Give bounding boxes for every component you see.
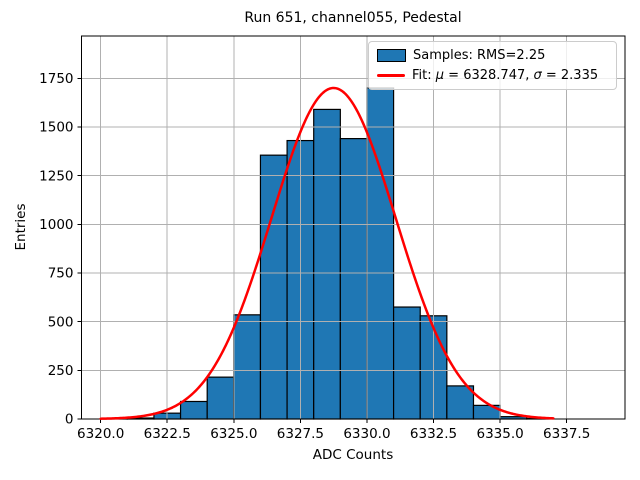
legend-label-fit: Fit: μ = 6328.747, σ = 2.335 (412, 68, 598, 83)
fit-curve (99, 86, 555, 420)
histogram-bar (392, 306, 421, 420)
y-axis-label: Entries (13, 203, 29, 251)
x-tick-label: 6327.5 (277, 426, 324, 442)
y-tick-label: 1250 (39, 168, 73, 184)
histogram-bar (233, 314, 262, 420)
histogram-bar (366, 87, 395, 420)
y-tick-label: 0 (65, 412, 74, 428)
axes-frame (81, 35, 626, 420)
x-tick-label: 6322.5 (144, 426, 191, 442)
fit-line-swatch (377, 73, 405, 77)
chart-title: Run 651, channel055, Pedestal (244, 10, 462, 26)
legend-entry-fit: Fit: μ = 6328.747, σ = 2.335 (377, 68, 612, 83)
y-tick-label: 1500 (39, 120, 73, 136)
y-tick-label: 1750 (39, 71, 73, 87)
x-tick-label: 6320.0 (77, 426, 124, 442)
fit-label-prefix: Fit: (412, 67, 436, 83)
mu-symbol: μ (435, 67, 445, 83)
histogram-bar (313, 108, 341, 420)
histogram-bar (259, 154, 288, 420)
histogram-swatch (377, 49, 406, 63)
x-tick-label: 6337.5 (543, 426, 590, 442)
x-tick-label: 6330.0 (343, 426, 390, 442)
legend-label-samples: Samples: RMS=2.25 (413, 48, 546, 64)
legend: Samples: RMS=2.25 Fit: μ = 6328.747, σ =… (368, 41, 617, 90)
y-tick-label: 1000 (39, 217, 73, 233)
y-tick-label: 750 (48, 266, 74, 282)
sigma-value: = 2.335 (541, 67, 599, 83)
x-tick-label: 6325.0 (210, 426, 257, 442)
x-axis-label: ADC Counts (312, 447, 394, 463)
x-tick-label: 6335.0 (476, 426, 523, 442)
histogram-bar (206, 376, 235, 420)
mu-value: = 6328.747, (444, 67, 534, 83)
histogram-bar (446, 385, 475, 420)
sigma-symbol: σ (533, 67, 542, 83)
legend-entry-samples: Samples: RMS=2.25 (377, 48, 612, 63)
histogram-bar (179, 400, 208, 420)
x-tick-label: 6332.5 (410, 426, 457, 442)
histogram-bar (339, 138, 368, 420)
y-tick-label: 250 (48, 363, 74, 379)
y-tick-label: 500 (48, 314, 74, 330)
